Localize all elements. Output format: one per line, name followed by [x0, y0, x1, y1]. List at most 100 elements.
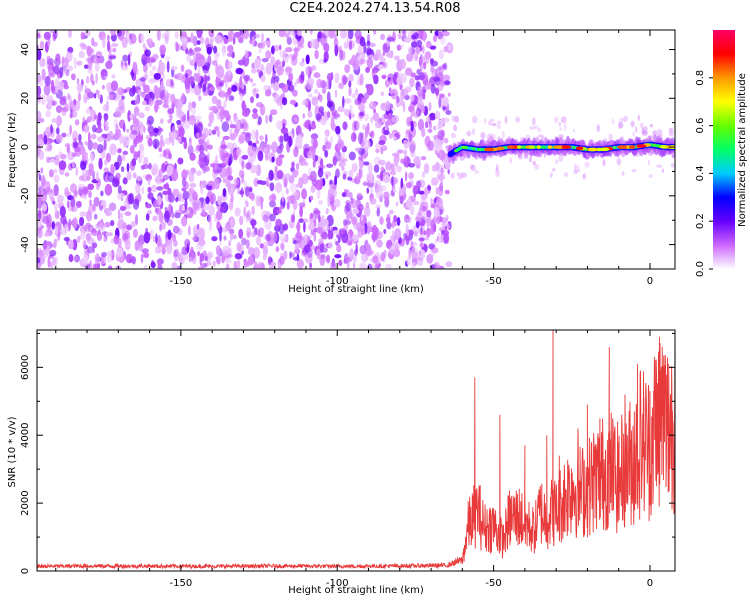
spectrogram-cell	[95, 72, 98, 84]
spectrogram-cell	[338, 259, 343, 267]
spectrogram-cell	[277, 65, 285, 76]
spectrogram-cell	[233, 178, 239, 186]
spectrogram-cell	[127, 53, 131, 66]
spectrogram-cell	[286, 201, 290, 210]
spectrogram-cell	[337, 155, 343, 162]
y-tick-label: 40	[20, 43, 31, 56]
spectrogram-cell	[260, 63, 264, 71]
spectrogram-cell	[351, 162, 358, 173]
spectrogram-cell	[404, 171, 408, 182]
spectrogram-cell	[38, 248, 43, 260]
spectrogram-cell	[426, 209, 432, 218]
spectrogram-cell	[358, 158, 363, 171]
signal-hotspot	[536, 145, 541, 149]
spectrogram-cell	[145, 93, 151, 100]
spectrogram-cell	[429, 58, 434, 64]
spectrogram-cell	[394, 228, 402, 240]
spectrogram-cell	[182, 204, 185, 211]
spectrogram-cell	[388, 133, 393, 139]
spectrogram-cell	[239, 169, 245, 178]
snr-x-label: Height of straight line (km)	[288, 585, 424, 596]
spectrogram-cell	[250, 96, 254, 104]
spectrogram-cell	[427, 185, 431, 191]
spectrogram-cell	[213, 178, 220, 190]
spectrogram-cell	[379, 170, 384, 181]
spectrogram-cell	[45, 241, 52, 246]
spectrogram-cell	[167, 229, 172, 241]
spectrogram-cell	[642, 130, 648, 136]
spectrogram-cell	[270, 56, 276, 67]
spectrogram-cell	[147, 177, 151, 186]
spectrogram-cell	[630, 120, 635, 128]
spectrogram-y-ticks: -40 -20 0 20 40	[20, 43, 675, 270]
spectrogram-cell	[176, 265, 182, 269]
colorbar-tick-label: 0.2	[695, 213, 706, 229]
spectrogram-cell	[73, 255, 80, 262]
spectrogram-cell	[231, 85, 238, 92]
spectrogram-cell	[215, 154, 219, 165]
spectrogram-cell	[349, 208, 353, 220]
spectrogram-cell	[448, 43, 452, 51]
spectrogram-cell	[40, 94, 46, 105]
spectrogram-cell	[258, 48, 262, 54]
spectrogram-cell	[376, 174, 381, 179]
spectrogram-cell	[425, 230, 433, 236]
spectrogram-cell	[138, 240, 144, 252]
spectrogram-cell	[84, 141, 89, 146]
spectrogram-cell	[423, 163, 430, 174]
spectrogram-cell	[139, 33, 145, 43]
spectrogram-cell	[333, 198, 341, 208]
spectrogram-cell	[150, 184, 158, 193]
spectrogram-cell	[65, 69, 70, 77]
spectrogram-cell	[266, 182, 270, 188]
spectrogram-cell	[442, 117, 450, 123]
snr-frame	[36, 329, 676, 572]
spectrogram-cell	[171, 261, 178, 269]
spectrogram-cell	[74, 119, 80, 126]
spectrogram-cell	[245, 201, 249, 208]
spectrogram-cell	[252, 146, 258, 158]
spectrogram-cell	[411, 41, 418, 48]
spectrogram-cell	[365, 47, 372, 56]
spectrogram-cell	[37, 143, 41, 155]
spectrogram-cell	[181, 216, 188, 227]
spectrogram-cell	[290, 82, 294, 94]
spectrogram-cell	[382, 50, 386, 56]
spectrogram-cell	[332, 188, 337, 198]
spectrogram-cell	[348, 59, 355, 66]
spectrogram-cell	[409, 77, 415, 88]
spectrogram-cell	[293, 146, 299, 158]
spectrogram-cell	[161, 247, 166, 255]
spectrogram-cell	[135, 183, 141, 194]
spectrogram-cell	[648, 174, 653, 178]
spectrogram-cell	[145, 135, 150, 140]
spectrogram-cell	[363, 92, 370, 100]
spectrogram-cell	[341, 192, 347, 198]
spectrogram-cell	[112, 82, 115, 89]
spectrogram-cell	[78, 50, 85, 59]
spectrogram-cell	[67, 239, 74, 250]
spectrogram-cell	[56, 115, 62, 126]
spectrogram-cell	[253, 247, 260, 259]
spectrogram-cell	[309, 212, 314, 220]
spectrogram-cell	[107, 34, 110, 41]
spectrogram-cell	[359, 111, 365, 117]
spectrogram-frame	[36, 29, 676, 270]
spectrogram-cell	[428, 101, 432, 112]
signal-hotspot	[496, 146, 505, 151]
snr-line	[37, 330, 675, 570]
spectrogram-cell	[403, 36, 412, 43]
spectrogram-cell	[207, 152, 210, 160]
spectrogram-cell	[188, 171, 195, 183]
spectrogram-cell	[515, 116, 520, 123]
spectrogram-cell	[274, 84, 277, 90]
spectrogram-cell	[227, 180, 231, 192]
spectrogram-cell	[196, 72, 202, 84]
spectrogram-cell	[128, 193, 134, 205]
spectrogram-cell	[501, 130, 505, 139]
spectrogram-cell	[302, 218, 309, 223]
spectrogram-cell	[616, 158, 622, 166]
spectrogram-cell	[73, 57, 77, 69]
spectrogram-cell	[404, 86, 412, 93]
spectrogram-cell	[138, 112, 145, 119]
